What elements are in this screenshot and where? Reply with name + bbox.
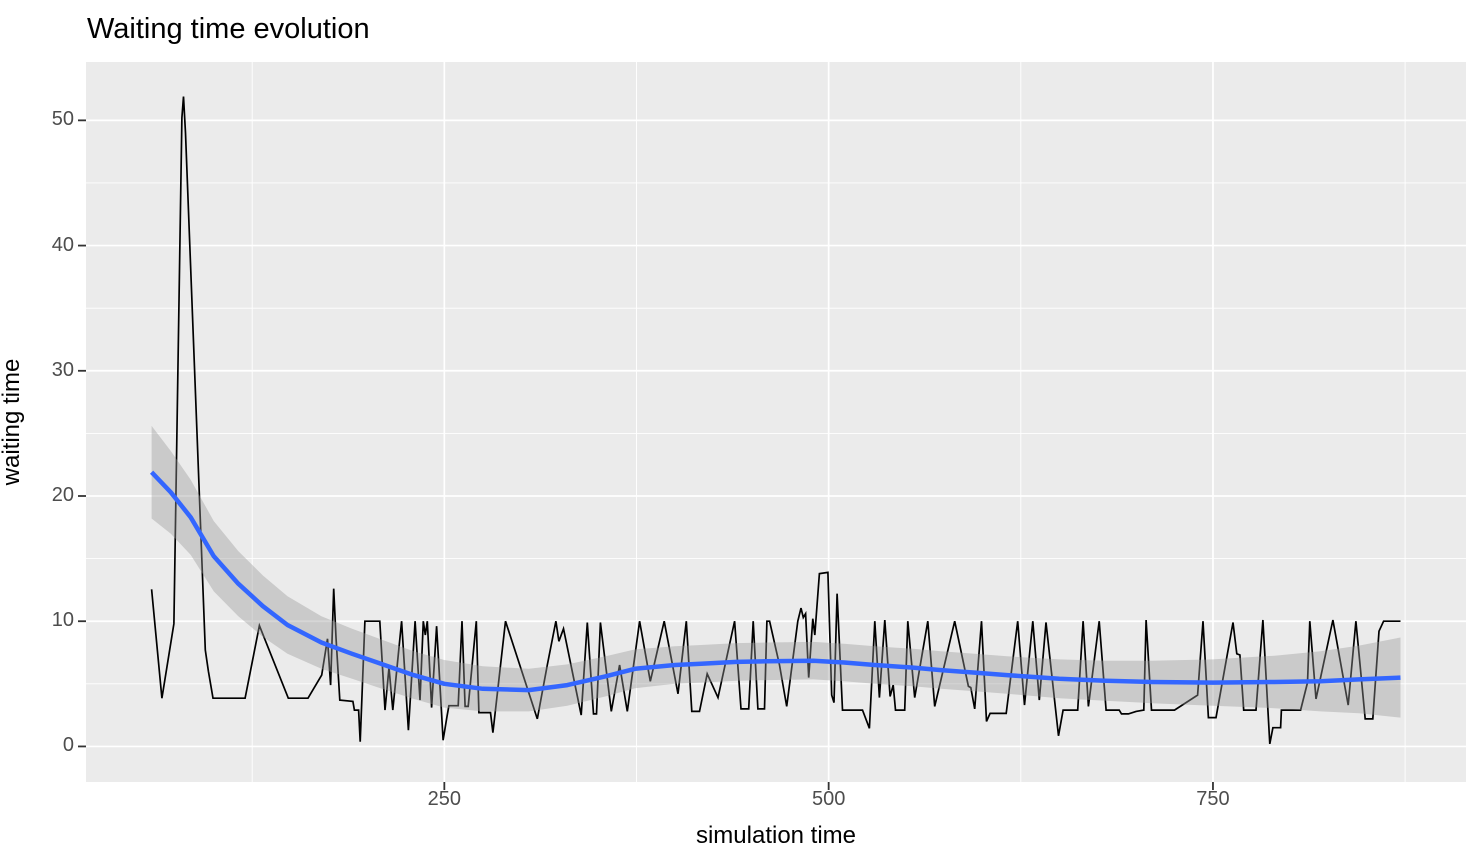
x-axis-title: simulation time xyxy=(695,822,857,849)
y-tick-label: 40 xyxy=(51,233,74,256)
y-tick-label: 20 xyxy=(51,484,74,506)
y-tick-label: 30 xyxy=(51,358,74,381)
x-tick-label: 250 xyxy=(427,788,462,810)
axis-tick-marks xyxy=(78,119,1214,790)
y-axis-title: waiting time xyxy=(0,358,25,486)
y-tick-label: 50 xyxy=(51,108,74,131)
chart-title: Waiting time evolution xyxy=(87,13,370,45)
x-tick-label: 750 xyxy=(1196,788,1230,810)
minor-gridlines xyxy=(86,62,1466,782)
y-tick-label: 0 xyxy=(62,734,74,757)
x-tick-label: 500 xyxy=(811,788,846,810)
smooth-trend-line xyxy=(149,470,1401,693)
y-tick-label: 10 xyxy=(51,609,74,632)
raw-waiting-time-line xyxy=(150,96,1401,745)
